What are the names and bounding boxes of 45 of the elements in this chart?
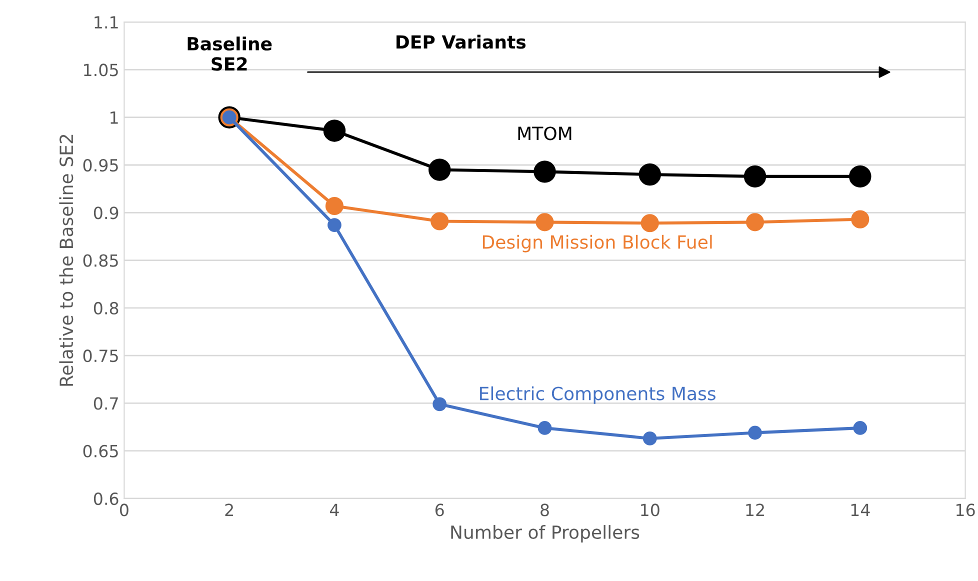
point [328,218,342,232]
y-tick-label: 0.75 [83,350,118,362]
point [853,421,868,435]
x-tick-label: 6 [435,504,444,516]
point [432,397,447,412]
point [323,120,346,142]
y-tick-label: 1.1 [94,16,118,28]
point [430,212,449,230]
y-tick-label: 0.6 [94,492,118,506]
point [744,165,766,188]
point [534,160,556,183]
point [538,421,552,435]
point [536,213,554,232]
x-tick-label: 16 [956,504,975,516]
annotation: DEP Variants [396,34,526,49]
series-label: Electric Components Mass [480,386,716,404]
point [746,213,764,232]
y-tick-label: 0.7 [94,397,118,410]
y-tick-label: 0.95 [83,158,118,172]
y-tick-label: 0.8 [94,302,118,314]
x-tick-label: 0 [120,504,128,516]
x-tick-label: 14 [851,504,870,516]
point [851,210,870,228]
point [428,158,451,181]
y-tick-label: 1.05 [84,64,118,76]
point [325,196,344,216]
x-tick-label: 4 [330,504,339,516]
point [640,214,659,232]
x-tick-label: 10 [641,504,660,516]
x-tick-label: 2 [225,504,233,516]
y-tick-label: 0.65 [83,444,118,458]
x-tick-label: 12 [746,504,764,516]
point [638,163,661,186]
y-tick-label: 0.9 [94,206,118,220]
series-label: MTOM [518,126,572,140]
x-tick-label: 8 [540,504,549,516]
y-axis-title: Relative to the Baseline SE2 [59,134,74,386]
x-axis-title: Number of Propellers [451,525,640,543]
y-tick-label: 0.85 [83,254,118,267]
annotation: Baseline SE2 [188,36,272,71]
point [642,432,657,446]
point [849,165,872,188]
y-tick-label: 1 [110,112,118,124]
point [748,426,762,440]
series-label: Design Mission Block Fuel [482,234,712,252]
